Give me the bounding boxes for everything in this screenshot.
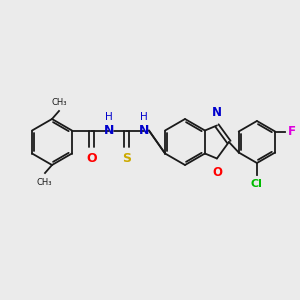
Text: N: N [212, 106, 222, 118]
Text: N: N [104, 124, 114, 137]
Text: O: O [87, 152, 97, 164]
Text: Cl: Cl [251, 179, 263, 189]
Text: CH₃: CH₃ [51, 98, 67, 107]
Text: N: N [139, 124, 149, 137]
Text: H: H [105, 112, 113, 122]
Text: O: O [212, 166, 222, 178]
Text: H: H [140, 112, 148, 122]
Text: CH₃: CH₃ [36, 178, 52, 187]
Text: F: F [288, 125, 296, 138]
Text: S: S [122, 152, 131, 164]
